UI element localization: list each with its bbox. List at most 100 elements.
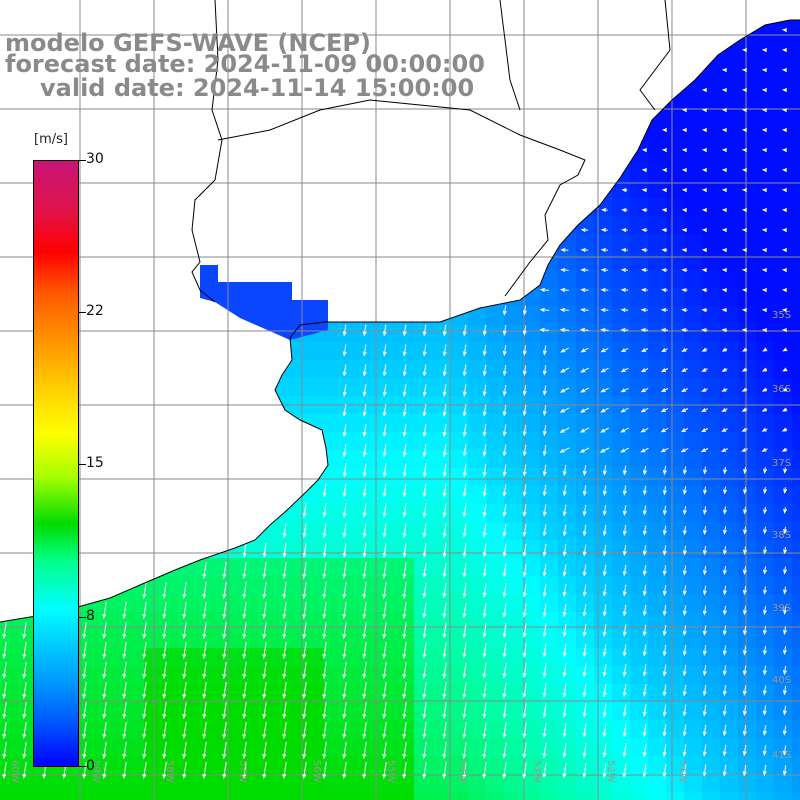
speed-cell	[108, 738, 127, 757]
speed-cell	[414, 756, 433, 775]
speed-cell	[216, 594, 235, 613]
speed-cell	[108, 666, 127, 685]
wind-arrow	[741, 248, 748, 253]
wind-arrow	[702, 724, 707, 737]
wind-arrow	[102, 642, 107, 660]
speed-cell	[324, 720, 343, 739]
wind-arrow	[342, 582, 347, 600]
speed-cell	[594, 702, 613, 721]
speed-cell	[486, 792, 505, 800]
speed-cell	[378, 342, 397, 361]
speed-cell	[648, 288, 667, 307]
wind-arrow	[582, 703, 587, 718]
wind-arrow	[783, 487, 788, 494]
wind-arrow	[661, 347, 668, 352]
speed-cell	[144, 216, 163, 235]
speed-cell	[414, 738, 433, 757]
speed-cell	[612, 36, 631, 55]
speed-cell	[162, 234, 181, 253]
speed-cell	[0, 342, 19, 361]
speed-cell	[576, 648, 595, 667]
speed-cell	[162, 720, 181, 739]
wind-arrow	[322, 762, 327, 780]
wind-arrow	[661, 188, 668, 193]
wind-arrow	[701, 367, 708, 372]
wind-arrow	[222, 742, 227, 760]
speed-cell	[90, 126, 109, 145]
speed-cell	[342, 126, 361, 145]
speed-cell	[450, 576, 469, 595]
speed-cell	[648, 360, 667, 379]
speed-cell	[414, 108, 433, 127]
speed-cell	[720, 666, 739, 685]
speed-cell	[126, 612, 145, 631]
speed-cell	[396, 216, 415, 235]
wind-arrow	[522, 385, 527, 397]
speed-cell	[252, 0, 271, 19]
speed-cell	[396, 504, 415, 523]
wind-arrow	[622, 624, 627, 637]
speed-cell	[324, 0, 343, 19]
speed-cell	[576, 324, 595, 343]
speed-cell	[576, 414, 595, 433]
speed-cell	[18, 720, 37, 739]
wind-arrow	[620, 288, 629, 293]
wind-arrow	[559, 447, 570, 453]
wind-arrow	[580, 268, 589, 273]
speed-cell	[144, 594, 163, 613]
wind-arrow	[502, 563, 507, 578]
wind-arrow	[681, 228, 688, 233]
speed-cell	[198, 594, 217, 613]
speed-cell	[612, 342, 631, 361]
speed-cell	[216, 504, 235, 523]
speed-cell	[504, 198, 523, 217]
speed-cell	[306, 468, 325, 487]
speed-cell	[432, 0, 451, 19]
speed-cell	[432, 702, 451, 721]
wind-arrow	[362, 404, 367, 418]
speed-cell	[126, 792, 145, 800]
speed-cell	[540, 558, 559, 577]
wind-arrow	[702, 506, 707, 515]
wind-arrow	[582, 485, 587, 497]
speed-cell	[468, 252, 487, 271]
speed-cell	[702, 468, 721, 487]
speed-cell	[522, 576, 541, 595]
speed-cell	[144, 378, 163, 397]
wind-arrow	[122, 662, 127, 680]
speed-cell	[180, 540, 199, 559]
speed-cell	[738, 774, 757, 793]
speed-cell	[540, 432, 559, 451]
wind-arrow	[482, 344, 487, 357]
speed-cell	[90, 198, 109, 217]
speed-cell	[378, 324, 397, 343]
speed-cell	[504, 360, 523, 379]
speed-cell	[108, 126, 127, 145]
wind-arrow	[202, 682, 207, 700]
speed-cell	[234, 594, 253, 613]
speed-cell	[162, 648, 181, 667]
speed-cell	[756, 378, 775, 397]
wind-arrow	[342, 404, 347, 418]
speed-cell	[90, 756, 109, 775]
speed-cell	[144, 198, 163, 217]
speed-cell	[774, 36, 793, 55]
speed-cell	[0, 162, 19, 181]
wind-arrow	[741, 168, 748, 173]
speed-cell	[774, 378, 793, 397]
speed-cell	[504, 234, 523, 253]
speed-cell	[522, 72, 541, 91]
speed-cell	[396, 612, 415, 631]
speed-cell	[738, 702, 757, 721]
speed-cell	[432, 612, 451, 631]
speed-cell	[612, 702, 631, 721]
speed-cell	[720, 612, 739, 631]
speed-cell	[666, 684, 685, 703]
speed-cell	[450, 288, 469, 307]
speed-cell	[90, 270, 109, 289]
speed-cell	[504, 90, 523, 109]
speed-cell	[414, 216, 433, 235]
speed-cell	[720, 72, 739, 91]
wind-arrow	[681, 108, 688, 113]
speed-cell	[198, 504, 217, 523]
